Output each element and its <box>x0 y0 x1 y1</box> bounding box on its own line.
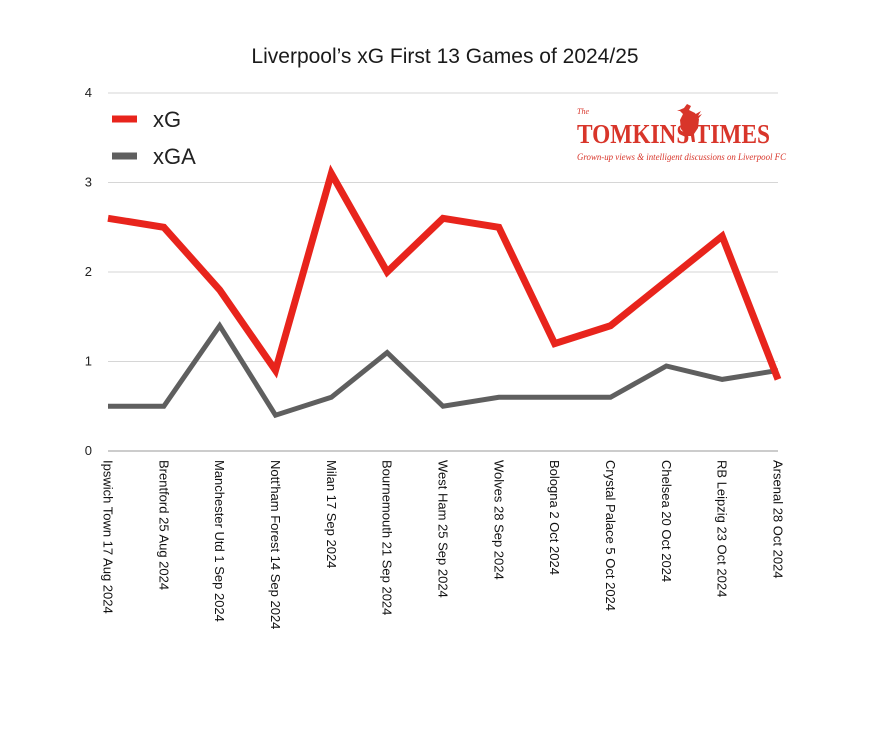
x-tick-label: West Ham 25 Sep 2024 <box>436 460 451 598</box>
logo-the: The <box>577 107 589 116</box>
x-tick-label: Arsenal 28 Oct 2024 <box>771 460 786 579</box>
x-tick-label: Wolves 28 Sep 2024 <box>491 460 506 580</box>
legend-label-xg: xG <box>153 107 181 132</box>
x-tick-label: Ipswich Town 17 Aug 2024 <box>101 460 116 614</box>
logo-tagline: Grown-up views & intelligent discussions… <box>577 153 787 163</box>
tomkins-times-logo: The TOMKINS TIMES Grown-up views & intel… <box>577 104 787 163</box>
x-tick-label: Bologna 2 Oct 2024 <box>547 460 562 575</box>
y-tick-label: 1 <box>85 354 92 369</box>
x-tick-label: Brentford 25 Aug 2024 <box>156 460 171 590</box>
legend: xG xGA <box>112 107 196 169</box>
x-tick-label: Milan 17 Sep 2024 <box>324 460 339 568</box>
series-line-xga <box>108 321 779 419</box>
x-tick-label: Nott'ham Forest 14 Sep 2024 <box>268 460 283 629</box>
y-tick-label: 3 <box>85 175 92 190</box>
y-tick-label: 2 <box>85 264 92 279</box>
x-tick-label: Manchester Utd 1 Sep 2024 <box>212 460 227 622</box>
liverbird-icon <box>677 104 702 142</box>
x-tick-label: Crystal Palace 5 Oct 2024 <box>603 460 618 611</box>
series-lines <box>107 164 782 419</box>
x-tick-label: Chelsea 20 Oct 2024 <box>659 460 674 582</box>
legend-label-xga: xGA <box>153 144 196 169</box>
chart-title: Liverpool’s xG First 13 Games of 2024/25 <box>251 45 638 68</box>
logo-name: TOMKINS TIMES <box>577 119 770 149</box>
x-tick-label: RB Leipzig 23 Oct 2024 <box>715 460 730 597</box>
gridlines <box>108 92 778 452</box>
y-axis-ticks: 0 1 2 3 4 <box>85 85 92 458</box>
x-axis-ticks: Ipswich Town 17 Aug 2024 Brentford 25 Aug… <box>101 460 786 629</box>
x-tick-label: Bournemouth 21 Sep 2024 <box>380 460 395 615</box>
series-line-xg <box>107 164 782 381</box>
y-tick-label: 4 <box>85 85 92 100</box>
y-tick-label: 0 <box>85 443 92 458</box>
